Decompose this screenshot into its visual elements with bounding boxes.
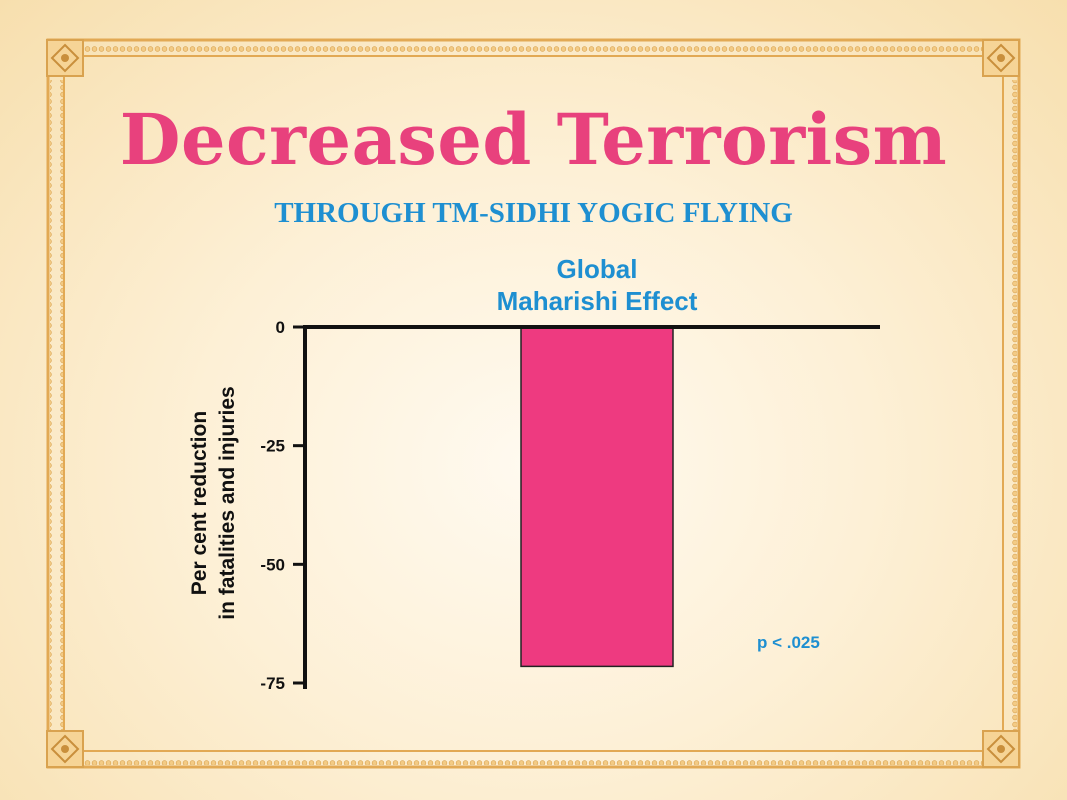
corner-ornament-icon <box>982 39 1020 77</box>
y-tick-label: 0 <box>276 318 285 337</box>
y-tick-label: -50 <box>260 555 285 574</box>
chart-subtitle: THROUGH TM-SIDHI YOGIC FLYING <box>274 197 793 229</box>
significance-annotation: p < .025 <box>757 633 820 652</box>
category-label: Global <box>557 254 638 284</box>
y-tick-label: -25 <box>260 437 285 456</box>
corner-ornament-icon <box>982 730 1020 768</box>
corner-ornament-icon <box>46 39 84 77</box>
bar-global-maharishi-effect <box>520 326 674 668</box>
y-axis-label: in fatalities and injuries <box>216 386 239 619</box>
y-tick-label: -75 <box>260 674 285 693</box>
corner-ornament-icon <box>46 730 84 768</box>
chart-title: Decreased Terrorism <box>119 98 948 181</box>
category-label: Maharishi Effect <box>497 286 698 316</box>
y-axis-label: Per cent reduction <box>188 411 211 595</box>
